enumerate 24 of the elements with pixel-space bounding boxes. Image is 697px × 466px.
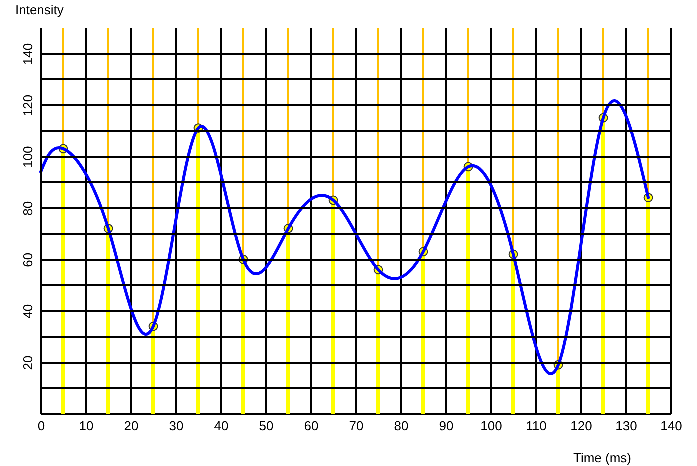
x-tick-label: 140 xyxy=(660,418,682,434)
x-tick-label: 100 xyxy=(480,418,502,434)
x-tick-label: 120 xyxy=(570,418,592,434)
x-tick-label: 130 xyxy=(616,418,638,434)
x-tick-label: 50 xyxy=(259,418,274,434)
x-tick-label: 20 xyxy=(124,418,139,434)
x-tick-label: 30 xyxy=(169,418,184,434)
x-tick-label: 10 xyxy=(79,418,94,434)
x-tick-label: 40 xyxy=(214,418,229,434)
y-axis-title: Intensity xyxy=(16,2,64,18)
y-tick-label: 60 xyxy=(20,252,36,268)
x-tick-label: 60 xyxy=(304,418,319,434)
y-tick-label: 140 xyxy=(20,43,36,66)
x-tick-label: 70 xyxy=(349,418,364,434)
y-tick-label: 100 xyxy=(20,146,36,168)
x-tick-label: 80 xyxy=(394,418,409,434)
y-tick-label: 80 xyxy=(20,201,36,216)
x-tick-label: 0 xyxy=(38,418,46,434)
y-tick-label: 40 xyxy=(20,304,36,319)
y-tick-label: 20 xyxy=(20,356,36,370)
x-tick-label: 90 xyxy=(439,418,454,434)
y-tick-label: 120 xyxy=(20,94,36,117)
x-tick-label: 110 xyxy=(526,418,547,434)
x-axis-title: Time (ms) xyxy=(573,450,632,466)
